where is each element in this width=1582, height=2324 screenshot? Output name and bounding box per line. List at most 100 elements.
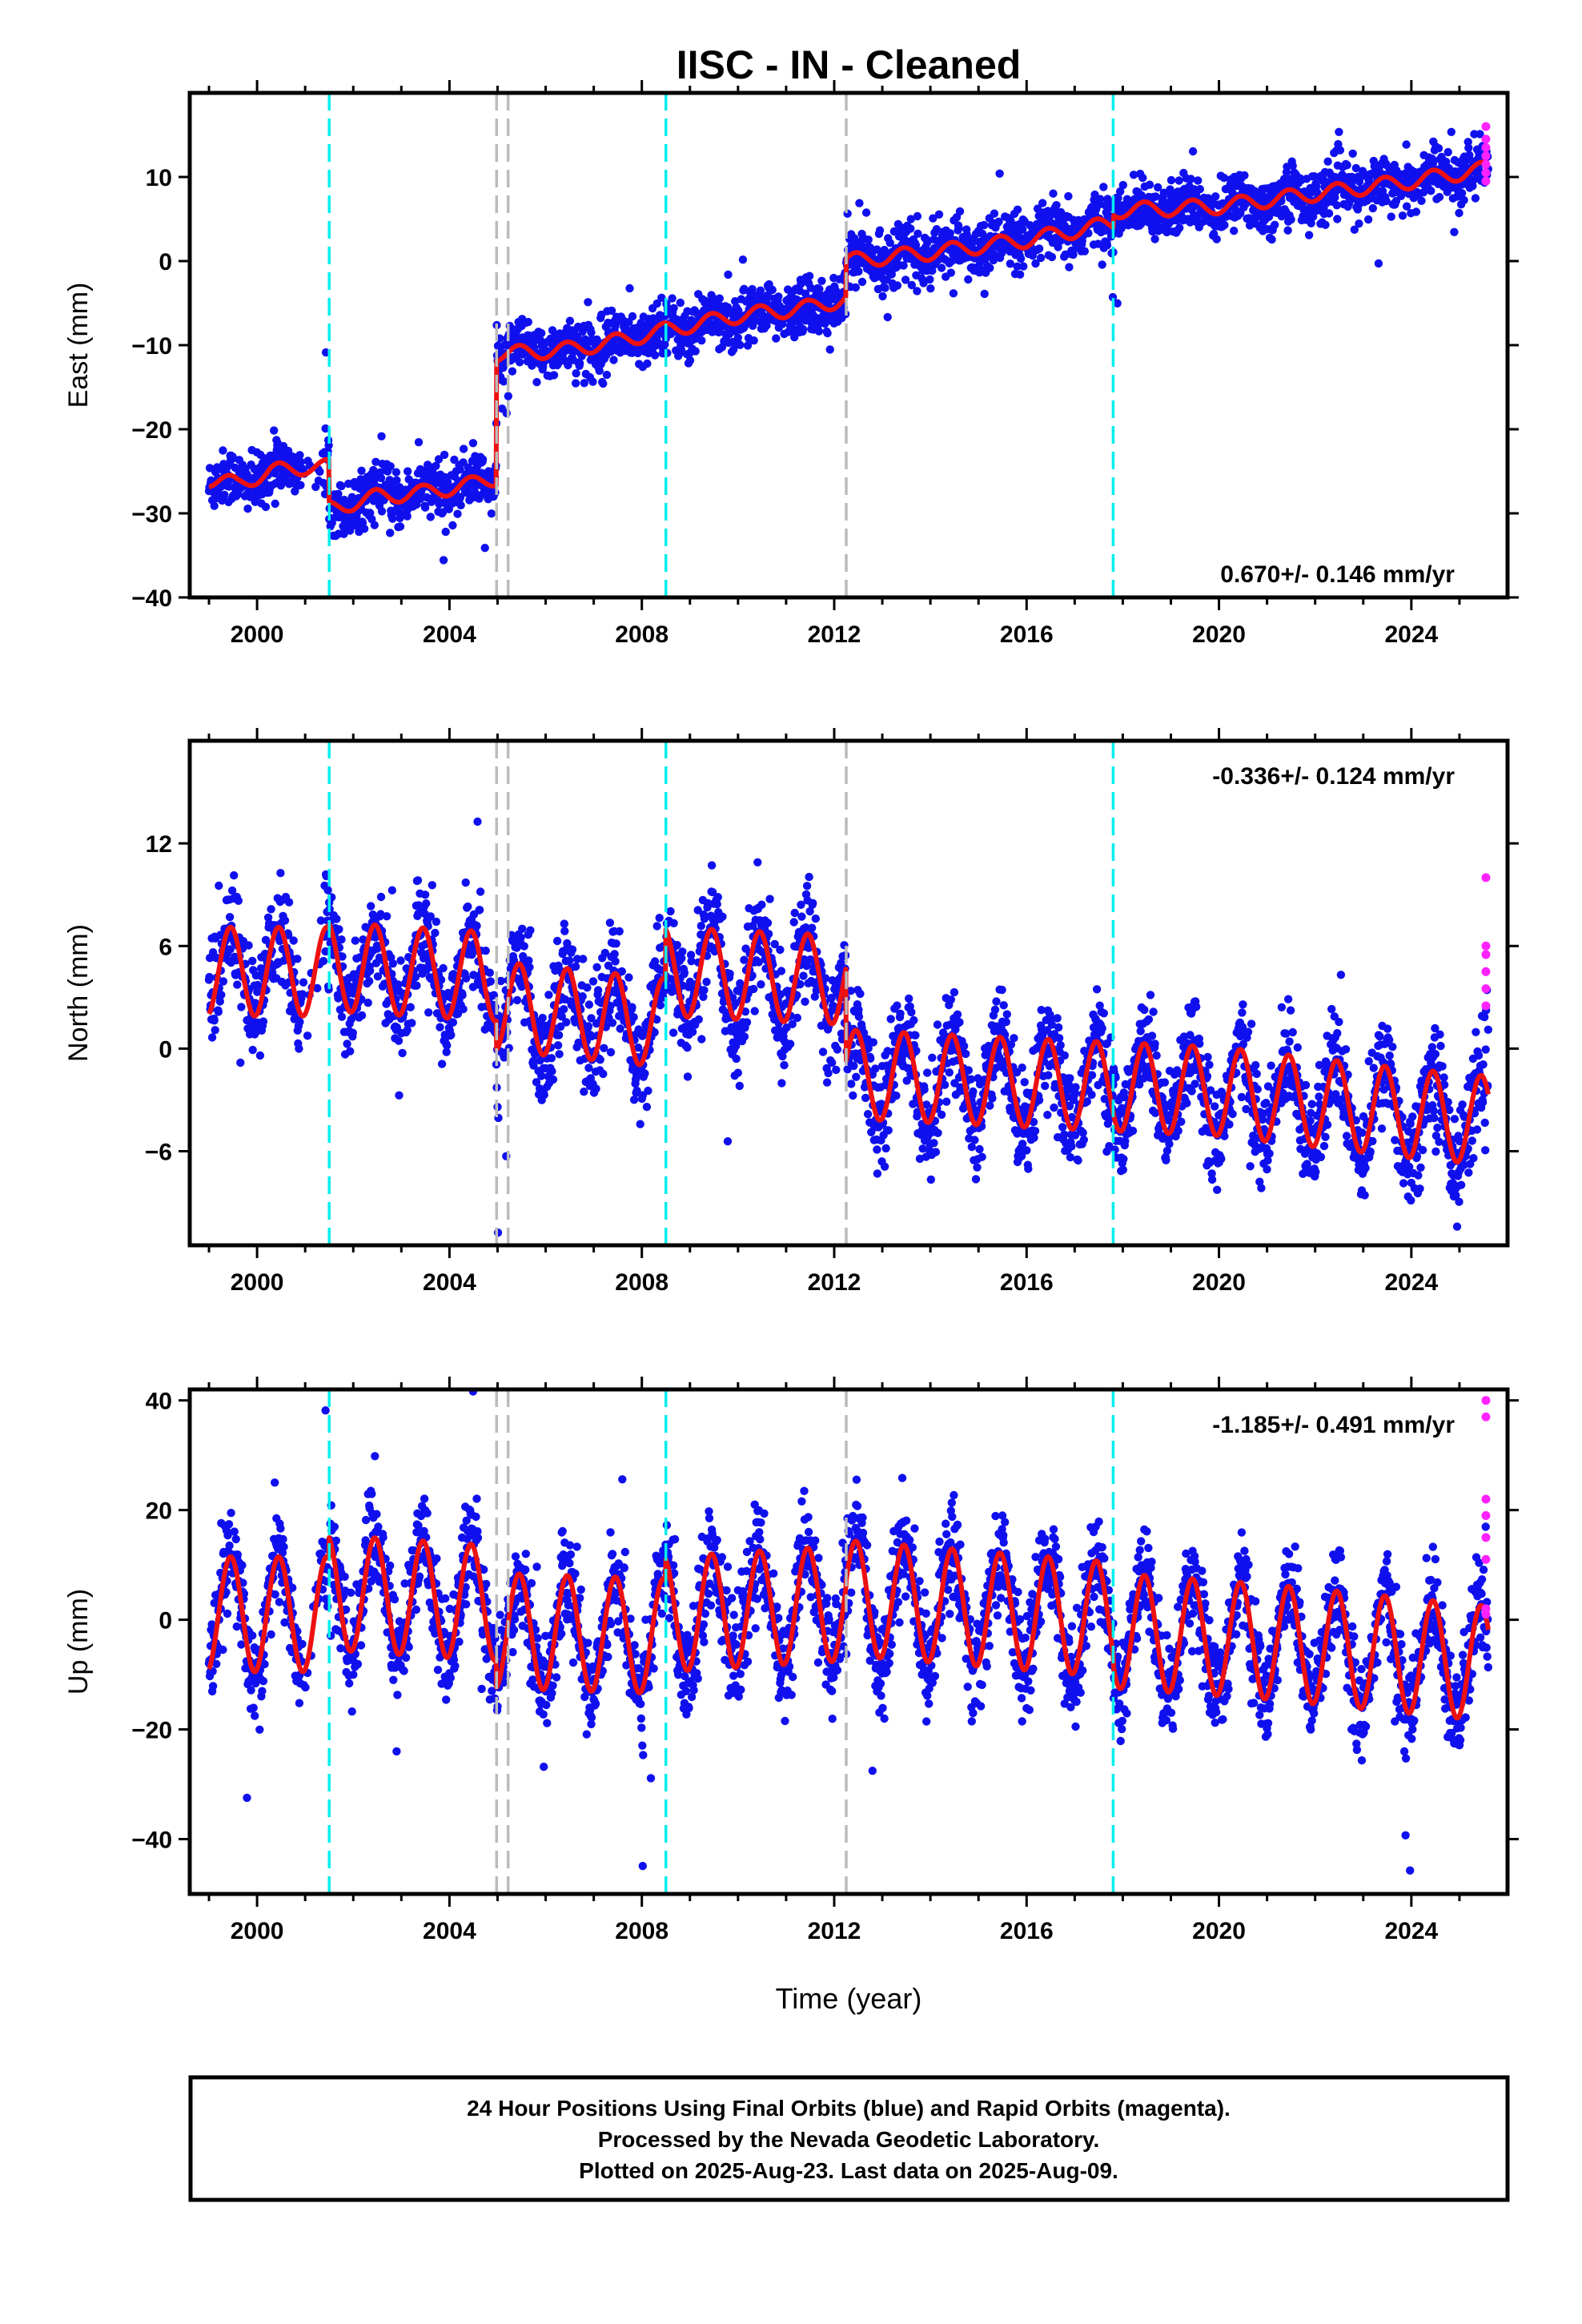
- final-orbit-point: [1099, 183, 1108, 191]
- final-orbit-point: [377, 432, 386, 440]
- final-orbit-point: [396, 522, 405, 531]
- final-orbit-point: [270, 426, 279, 435]
- final-orbit-point: [461, 878, 470, 887]
- final-orbit-point: [512, 995, 522, 1005]
- final-orbit-point: [873, 1169, 882, 1178]
- final-orbit-point: [554, 1031, 564, 1039]
- final-orbit-point: [248, 1045, 257, 1055]
- final-orbit-point: [516, 933, 525, 942]
- final-orbit-point: [602, 370, 612, 380]
- final-orbit-point: [1387, 212, 1395, 221]
- final-orbit-point: [757, 980, 765, 989]
- final-orbit-point: [892, 1092, 901, 1100]
- final-orbit-point: [398, 1048, 407, 1058]
- final-orbit-point: [680, 968, 689, 977]
- final-orbit-point: [763, 919, 773, 927]
- final-orbit-point: [420, 891, 430, 899]
- rapid-orbit-point: [1481, 143, 1491, 152]
- final-orbit-point: [869, 1038, 878, 1047]
- final-orbit-point: [486, 977, 495, 986]
- final-orbit-point: [441, 527, 450, 537]
- final-orbit-point: [377, 507, 387, 516]
- final-orbit-point: [854, 267, 863, 276]
- final-orbit-point: [919, 279, 928, 287]
- final-orbit-point: [942, 1097, 951, 1106]
- final-orbit-point: [571, 962, 580, 971]
- final-orbit-point: [736, 340, 745, 349]
- final-orbit-point: [852, 1072, 861, 1082]
- final-orbit-point: [742, 1018, 752, 1027]
- final-orbit-point: [851, 283, 861, 292]
- figure-title: IISC - IN - Cleaned: [677, 42, 1022, 87]
- final-orbit-point: [729, 345, 738, 354]
- final-orbit-point: [605, 919, 615, 927]
- final-orbit-point: [1324, 209, 1334, 218]
- final-orbit-point: [408, 1019, 416, 1027]
- final-orbit-point: [376, 892, 386, 902]
- final-orbit-point: [1321, 220, 1330, 229]
- final-orbit-point: [608, 1019, 617, 1027]
- final-orbit-point: [928, 1053, 937, 1063]
- final-orbit-point: [293, 955, 302, 963]
- final-orbit-point: [440, 450, 449, 460]
- final-orbit-point: [1464, 143, 1473, 152]
- final-orbit-point: [980, 289, 989, 299]
- final-orbit-point: [1348, 149, 1357, 158]
- final-orbit-point: [817, 276, 826, 285]
- final-orbit-point: [609, 356, 618, 364]
- final-orbit-point: [669, 1028, 678, 1037]
- final-orbit-point: [932, 225, 942, 234]
- final-orbit-point: [267, 905, 275, 914]
- final-orbit-point: [560, 919, 568, 928]
- final-orbit-point: [459, 444, 468, 453]
- final-orbit-point: [753, 858, 762, 867]
- final-orbit-point: [856, 989, 865, 999]
- final-orbit-point: [1417, 196, 1426, 205]
- final-orbit-point: [624, 973, 633, 982]
- final-orbit-point: [1118, 180, 1128, 190]
- final-orbit-point: [579, 955, 588, 963]
- final-orbit-point: [599, 379, 608, 388]
- final-orbit-point: [225, 913, 235, 922]
- final-orbit-point: [571, 379, 580, 388]
- final-orbit-point: [335, 925, 343, 934]
- final-orbit-point: [394, 1036, 404, 1045]
- final-orbit-point: [666, 907, 675, 916]
- final-orbit-point: [403, 512, 412, 521]
- final-orbit-point: [732, 1054, 741, 1063]
- final-orbit-point: [875, 226, 885, 235]
- final-orbit-point: [815, 284, 824, 294]
- final-orbit-point: [687, 316, 696, 324]
- final-orbit-point: [1166, 175, 1176, 185]
- final-orbit-point: [255, 1051, 265, 1060]
- final-orbit-point: [873, 1145, 881, 1154]
- final-orbit-point: [901, 275, 910, 284]
- final-orbit-point: [905, 994, 913, 1003]
- final-orbit-point: [911, 1031, 920, 1040]
- final-orbit-point: [1411, 207, 1421, 216]
- final-orbit-point: [549, 371, 559, 380]
- final-orbit-point: [214, 1007, 223, 1016]
- final-orbit-point: [578, 992, 587, 1001]
- final-orbit-point: [584, 298, 592, 307]
- final-orbit-point: [980, 220, 989, 230]
- final-orbit-point: [436, 1023, 444, 1031]
- x-tick-label: 2000: [231, 621, 284, 648]
- final-orbit-point: [861, 208, 871, 217]
- final-orbit-point: [351, 936, 359, 945]
- final-orbit-point: [386, 529, 395, 537]
- final-orbit-point: [259, 1017, 268, 1026]
- final-orbit-point: [628, 312, 637, 321]
- final-orbit-point: [749, 336, 758, 345]
- final-orbit-point: [346, 1047, 355, 1055]
- final-orbit-point: [404, 467, 412, 476]
- final-orbit-point: [434, 455, 444, 464]
- final-orbit-point: [515, 358, 524, 367]
- final-orbit-point: [678, 947, 687, 956]
- y-tick-label: 0: [159, 249, 172, 275]
- final-orbit-point: [694, 1015, 703, 1024]
- final-orbit-point: [524, 317, 532, 327]
- final-orbit-point: [885, 239, 894, 247]
- final-orbit-point: [934, 1128, 942, 1138]
